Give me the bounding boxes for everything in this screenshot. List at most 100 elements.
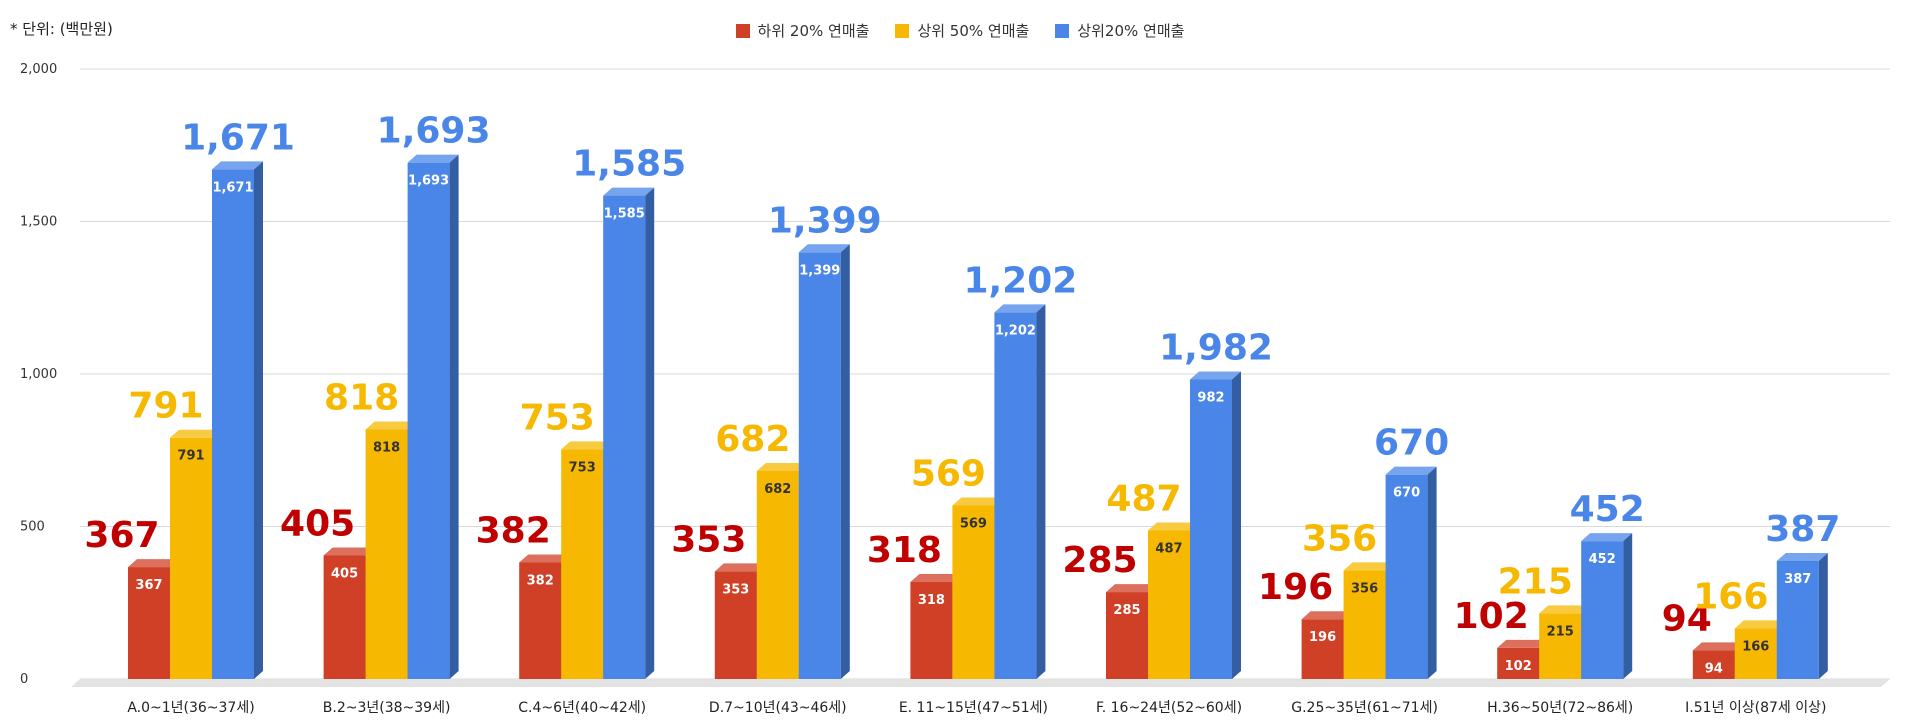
bar-side-face: [449, 154, 459, 679]
bar-inner-label: 196: [1309, 630, 1336, 645]
bar-inner-label: 791: [177, 449, 204, 464]
bar: [798, 252, 841, 679]
bar-top-face: [519, 554, 571, 563]
legend: 하위 20% 연매출 상위 50% 연매출 상위20% 연매출: [0, 20, 1920, 41]
bar-inner-label: 569: [960, 516, 987, 531]
chart-floor: [71, 679, 1890, 687]
bar-value-label: 487: [1106, 478, 1181, 519]
bar-inner-label: 387: [1784, 572, 1811, 587]
bar-top-face: [365, 421, 417, 430]
bar-top-face: [910, 574, 962, 583]
bar-value-label: 196: [1258, 567, 1333, 608]
bar-inner-label: 670: [1393, 486, 1420, 501]
bar-value-label: 1,202: [963, 260, 1077, 301]
bar-inner-label: 102: [1505, 659, 1532, 674]
bar-inner-label: 1,399: [799, 263, 840, 278]
bar-top-face: [1148, 522, 1199, 531]
legend-label-top20: 상위20% 연매출: [1077, 22, 1185, 40]
bar-inner-label: 1,202: [995, 323, 1036, 338]
bar-top-face: [323, 547, 375, 556]
bar: [1539, 613, 1582, 679]
bar-value-label: 356: [1302, 518, 1377, 559]
bar: [1385, 474, 1428, 679]
legend-item-top20: 상위20% 연매출: [1055, 20, 1184, 41]
bar-side-face: [1036, 304, 1046, 679]
bar: [1776, 560, 1819, 679]
bar-top-face: [1581, 533, 1633, 542]
bar-value-label: 682: [715, 419, 790, 460]
x-category-label: D.7~10년(43~46세): [709, 700, 847, 716]
bar-inner-label: 285: [1113, 603, 1140, 618]
bar-value-label: 353: [671, 519, 746, 560]
bar-top-face: [756, 462, 808, 471]
bar-value-label: 387: [1765, 509, 1840, 550]
bar-value-label: 382: [476, 510, 551, 551]
bar: [519, 562, 562, 679]
bar-side-face: [1427, 466, 1437, 679]
bar: [910, 582, 953, 679]
bar-top-face: [1106, 584, 1157, 593]
y-tick-label: 500: [20, 520, 45, 535]
bar-value-label: 1,399: [768, 200, 882, 241]
bar-value-label: 452: [1570, 489, 1645, 530]
y-tick-label: 0: [20, 672, 28, 687]
bar: [1581, 541, 1624, 679]
x-category-label: G.25~35년(61~71세): [1291, 700, 1438, 716]
bar-value-label: 318: [867, 530, 942, 571]
bar-inner-label: 818: [373, 441, 400, 456]
bar-inner-label: 1,671: [212, 180, 253, 195]
unit-note: * 단위: (백만원): [10, 20, 113, 38]
bar: [128, 567, 170, 679]
bar-value-label: 367: [84, 515, 159, 556]
bar-top-face: [1343, 562, 1395, 571]
bar-top-face: [1776, 552, 1828, 561]
bar-top-face: [128, 559, 179, 568]
bar-value-label: 670: [1374, 423, 1449, 464]
bar: [714, 571, 757, 679]
y-tick-label: 1,000: [20, 367, 57, 382]
bar-inner-label: 405: [331, 566, 358, 581]
legend-item-top50: 상위 50% 연매출: [895, 20, 1029, 41]
bar-value-label: 215: [1498, 561, 1573, 602]
bar-inner-label: 1,693: [408, 174, 449, 189]
bar-value-label: 94: [1662, 598, 1712, 639]
bar-inner-label: 452: [1589, 552, 1616, 567]
bar-inner-label: 487: [1155, 541, 1182, 556]
bar-inner-label: 318: [918, 593, 945, 608]
bar: [994, 312, 1037, 679]
bar-inner-label: 753: [569, 460, 596, 475]
x-category-label: C.4~6년(40~42세): [518, 700, 646, 716]
bar-value-label: 102: [1454, 596, 1529, 637]
bar-top-face: [952, 497, 1004, 506]
x-category-label: B.2~3년(38~39세): [323, 700, 451, 716]
bar-side-face: [254, 161, 263, 680]
x-category-label: H.36~50년(72~86세): [1487, 700, 1633, 716]
bar: [1301, 619, 1344, 679]
bar: [1148, 530, 1190, 679]
bar: [1343, 570, 1386, 679]
bar-top-face: [1385, 466, 1437, 475]
legend-swatch-bottom20: [735, 23, 750, 38]
bar-top-face: [994, 304, 1046, 313]
bar-inner-label: 94: [1705, 661, 1723, 676]
bar-value-label: 791: [128, 386, 203, 427]
bar-inner-label: 166: [1742, 639, 1769, 654]
bar-top-face: [561, 441, 613, 450]
bar-top-face: [1734, 620, 1786, 629]
bar: [603, 195, 646, 679]
bar-top-face: [603, 187, 655, 196]
x-category-label: E. 11~15년(47~51세): [899, 700, 1048, 716]
bar-inner-label: 215: [1547, 624, 1574, 639]
bar-side-face: [840, 244, 850, 679]
bar: [1497, 647, 1540, 679]
bar: [952, 505, 995, 679]
x-category-label: A.0~1년(36~37세): [127, 700, 254, 716]
bar-top-face: [1497, 639, 1549, 648]
bar: [1692, 650, 1735, 679]
x-category-label: I.51년 이상(87세 이상): [1685, 700, 1826, 716]
bar-side-face: [1232, 371, 1241, 679]
bar-inner-label: 367: [135, 578, 162, 593]
bar: [323, 555, 366, 679]
